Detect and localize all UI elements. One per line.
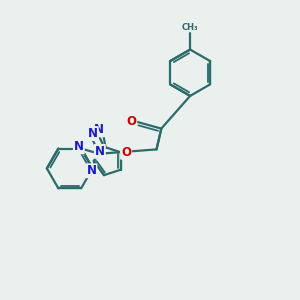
Text: N: N	[86, 164, 96, 177]
Text: N: N	[88, 127, 98, 140]
Text: N: N	[74, 140, 84, 153]
Text: O: O	[126, 115, 136, 128]
Text: CH₃: CH₃	[182, 23, 198, 32]
Text: N: N	[94, 123, 104, 136]
Text: N: N	[95, 145, 105, 158]
Text: O: O	[121, 146, 131, 159]
